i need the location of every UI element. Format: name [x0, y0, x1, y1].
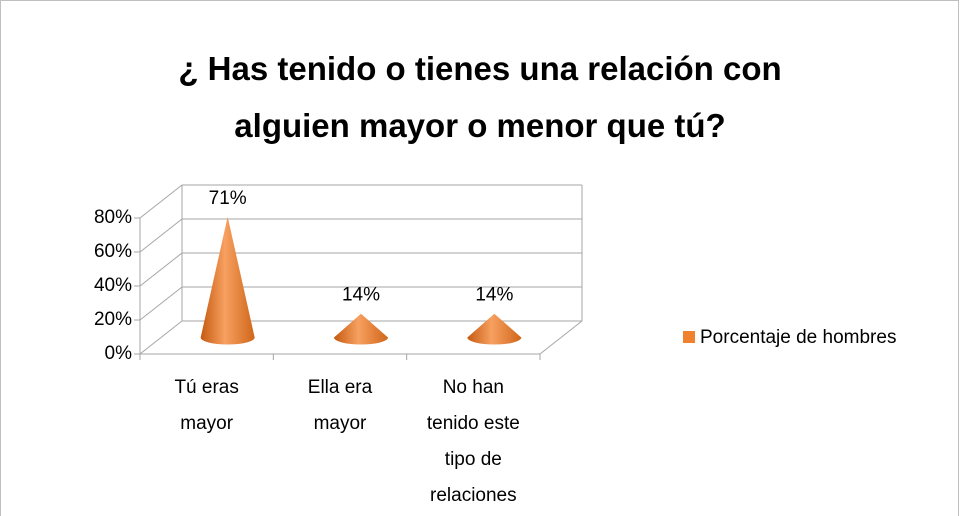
- grid-line: [139, 218, 183, 253]
- grid-line: [139, 320, 183, 355]
- floor-edge: [539, 320, 583, 355]
- data-label: 14%: [475, 285, 513, 306]
- x-tick-label: Ella era mayor: [307, 377, 373, 434]
- y-tick-label: 20%: [94, 309, 132, 330]
- data-label: 71%: [209, 188, 247, 209]
- data-label: 14%: [342, 285, 380, 306]
- grid-line: [139, 286, 183, 321]
- grid-line: [139, 252, 183, 287]
- x-tick-label: Tú eras mayor: [174, 377, 239, 434]
- cone: [334, 313, 388, 345]
- y-tick-label: 40%: [94, 275, 132, 296]
- cone: [467, 313, 522, 345]
- chart-title: ¿ Has tenido o tienes una relación con a…: [178, 50, 782, 144]
- y-tick-label: 60%: [94, 241, 132, 262]
- legend-label: Porcentaje de hombres: [700, 327, 896, 348]
- y-tick-label: 0%: [105, 343, 133, 364]
- x-tick-label: No han tenido este tipo de relaciones: [426, 377, 520, 506]
- legend-swatch: [683, 331, 695, 343]
- y-tick-label: 80%: [94, 207, 132, 228]
- cone: [200, 216, 255, 345]
- grid-line: [139, 184, 183, 219]
